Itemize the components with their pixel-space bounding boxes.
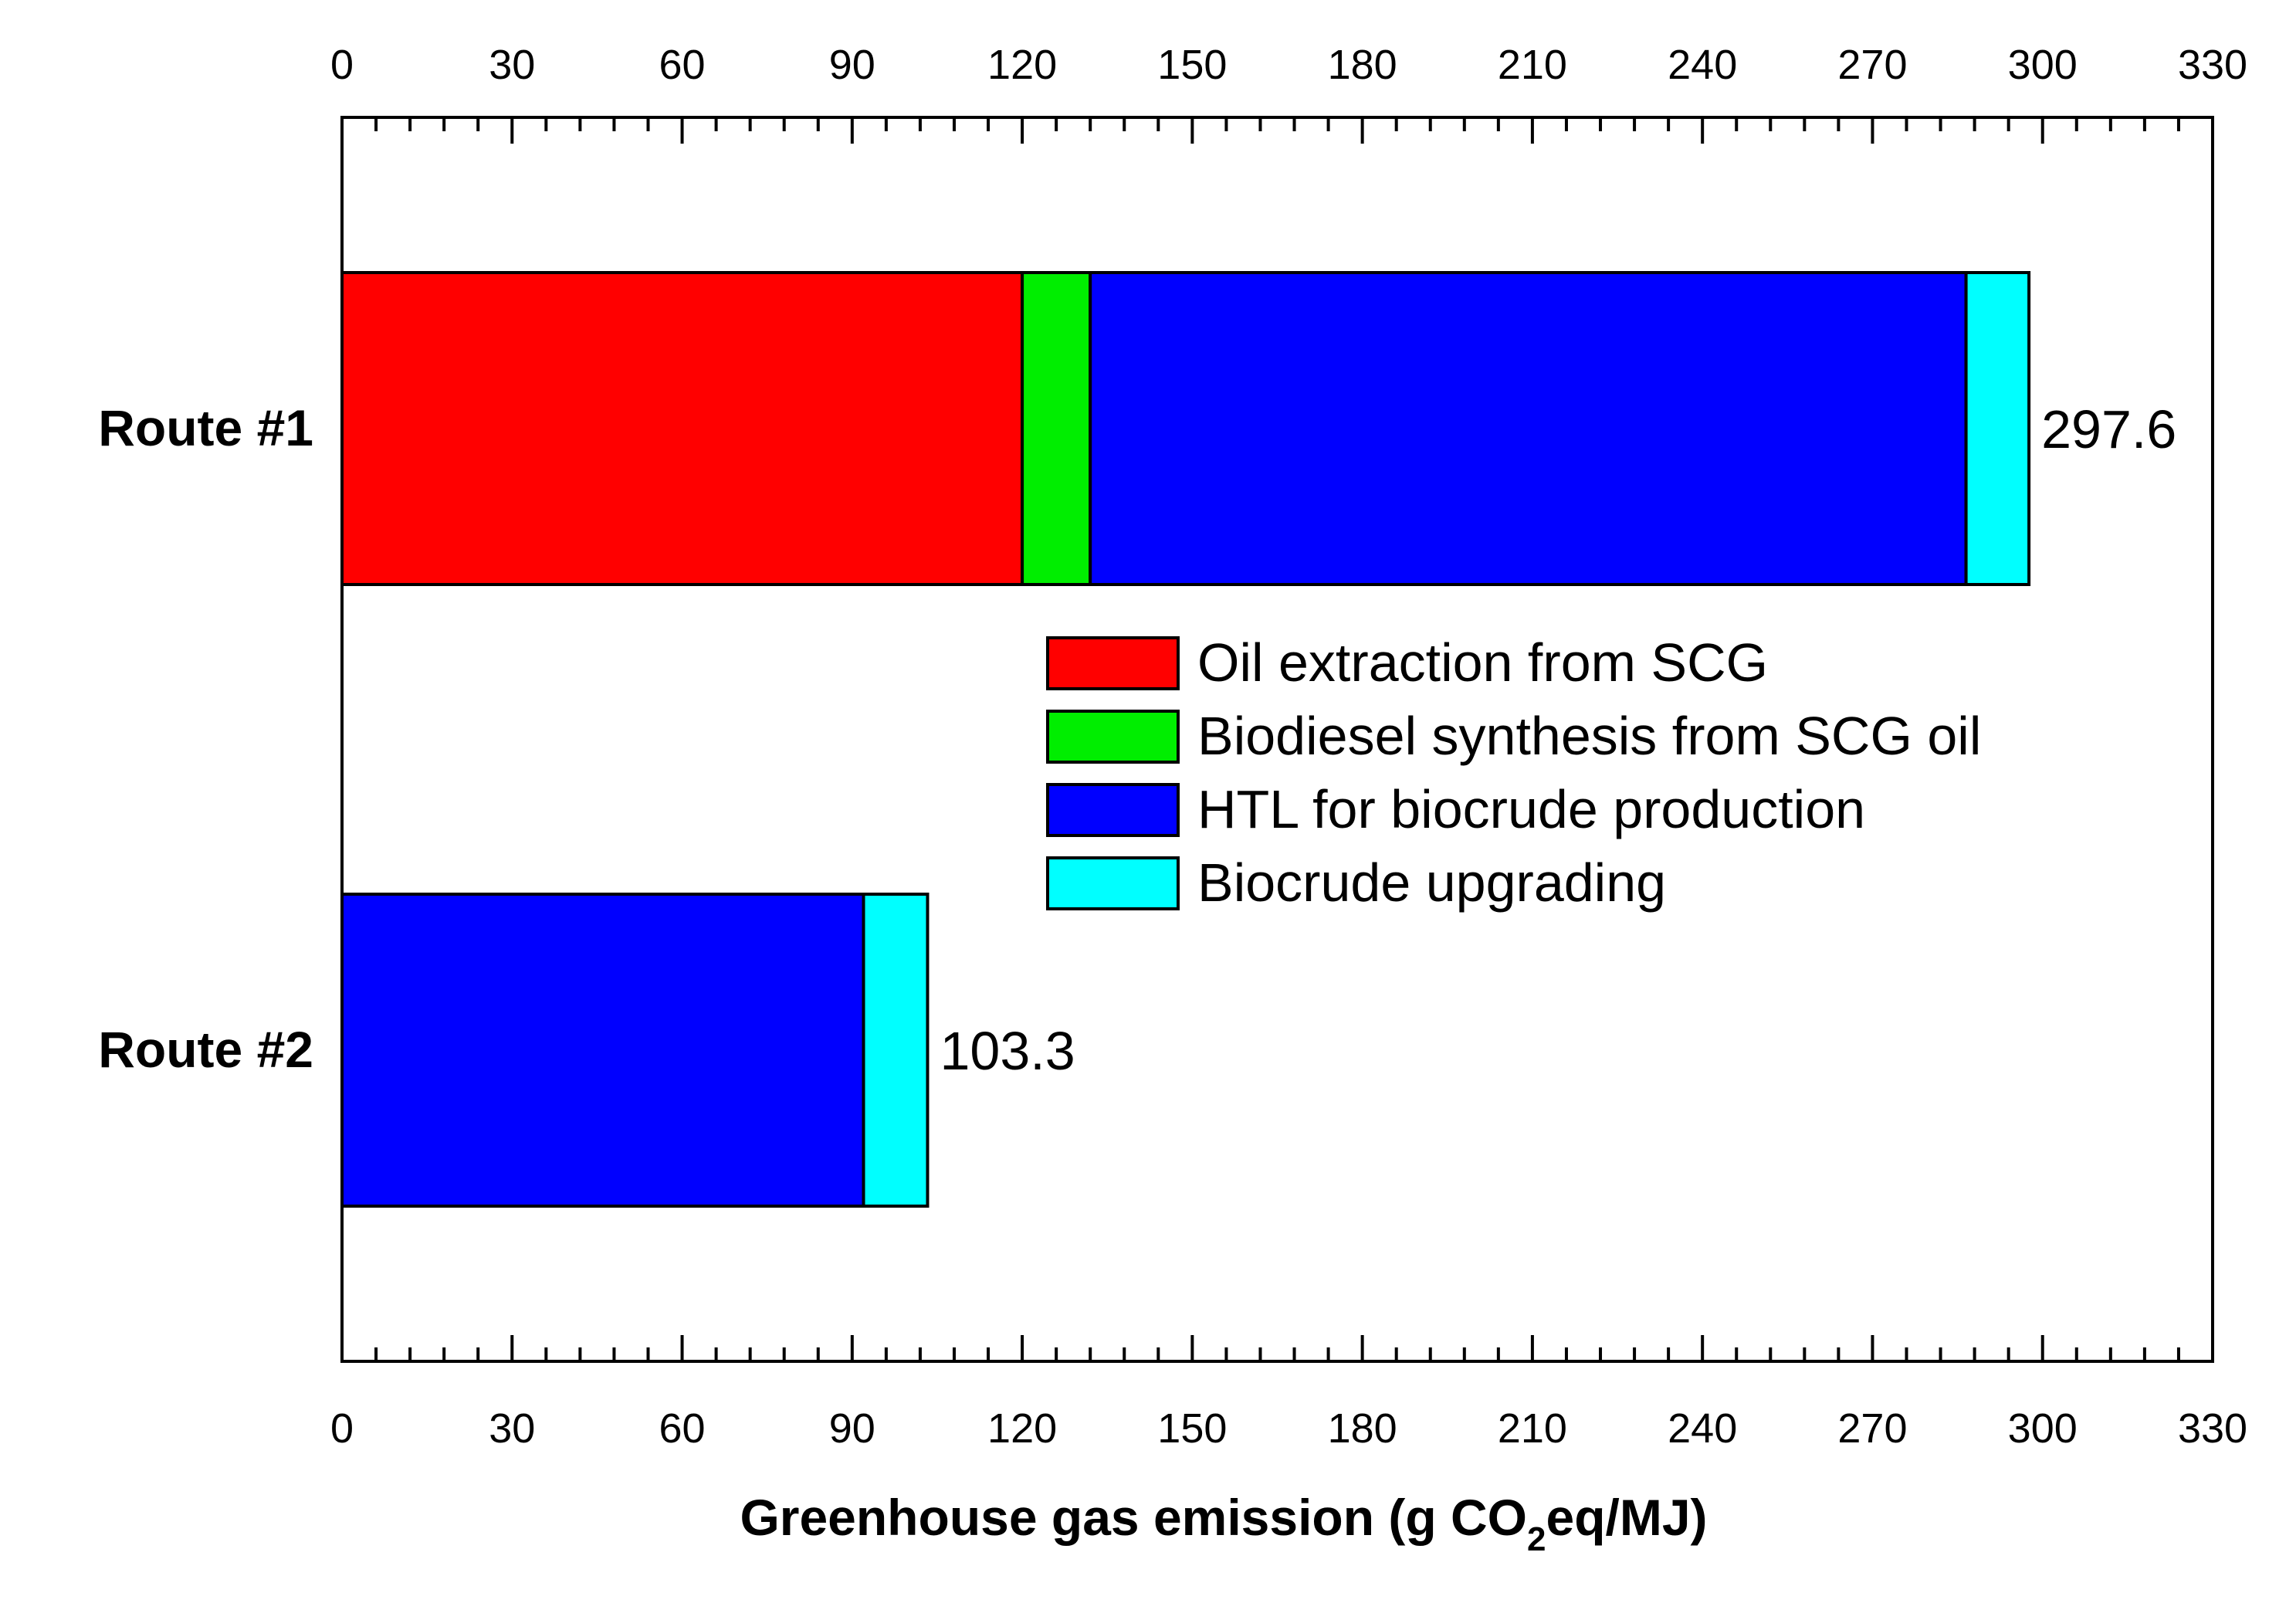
top-tick-label: 180: [1328, 42, 1397, 88]
top-axis: 0 30 60 90 120 150 180 210 240 270 300 330: [330, 42, 2247, 144]
legend-swatch: [1046, 636, 1180, 690]
top-tick-label: 330: [2178, 42, 2247, 88]
category-label: Route #1: [98, 399, 313, 456]
top-tick-label: 240: [1668, 42, 1737, 88]
top-tick-label: 210: [1498, 42, 1567, 88]
legend-label: Biocrude upgrading: [1197, 852, 1666, 913]
top-tick-label: 300: [2008, 42, 2078, 88]
bottom-tick-label: 150: [1157, 1405, 1227, 1452]
bottom-tick-label: 240: [1668, 1405, 1737, 1452]
top-tick-label: 90: [829, 42, 875, 88]
plot-frame: [340, 116, 2214, 1363]
top-tick-label: 0: [330, 42, 354, 88]
top-tick-label: 120: [987, 42, 1057, 88]
bottom-tick-label: 30: [489, 1405, 535, 1452]
bar-segment: [1964, 271, 2031, 586]
total-value-label: 297.6: [2041, 399, 2176, 459]
category-labels: Route #1 Route #2: [98, 399, 313, 1078]
bar-segment: [862, 893, 930, 1208]
bar-segment: [1021, 271, 1092, 586]
legend-label: Biodiesel synthesis from SCG oil: [1197, 706, 1981, 766]
bottom-tick-label: 180: [1328, 1405, 1397, 1452]
bottom-axis: 0 30 60 90 120 150 180 210 240 270 300 330: [330, 1335, 2247, 1452]
legend-label: HTL for biocrude production: [1197, 779, 1865, 839]
x-axis-title: Greenhouse gas emission (g CO2eq/MJ): [740, 1489, 1707, 1558]
bottom-tick-label: 90: [829, 1405, 875, 1452]
legend: Oil extraction from SCG Biodiesel synthes…: [1046, 632, 1981, 913]
top-tick-label: 60: [659, 42, 706, 88]
total-value-label: 103.3: [940, 1021, 1075, 1081]
x-axis-title-subscript: 2: [1527, 1520, 1546, 1558]
legend-swatch: [1046, 856, 1180, 910]
top-tick-label: 150: [1157, 42, 1227, 88]
top-tick-label: 270: [1837, 42, 1907, 88]
bars: [340, 271, 2031, 1208]
bar-segment: [340, 893, 865, 1208]
bottom-tick-label: 210: [1498, 1405, 1567, 1452]
top-tick-label: 30: [489, 42, 535, 88]
total-labels: 297.6 103.3: [940, 399, 2176, 1081]
bottom-tick-label: 330: [2178, 1405, 2247, 1452]
bar-segment: [1089, 271, 1968, 586]
x-axis-title-suffix: eq/MJ): [1546, 1489, 1708, 1546]
bottom-tick-label: 60: [659, 1405, 706, 1452]
legend-label: Oil extraction from SCG: [1197, 632, 1768, 693]
x-axis-title-prefix: Greenhouse gas emission (g CO: [740, 1489, 1527, 1546]
category-label: Route #2: [98, 1021, 313, 1078]
bar-segment: [340, 271, 1024, 586]
legend-swatch: [1046, 783, 1180, 837]
bottom-tick-label: 300: [2008, 1405, 2078, 1452]
bottom-tick-label: 120: [987, 1405, 1057, 1452]
bottom-tick-label: 270: [1837, 1405, 1907, 1452]
bottom-tick-label: 0: [330, 1405, 354, 1452]
legend-swatch: [1046, 710, 1180, 764]
